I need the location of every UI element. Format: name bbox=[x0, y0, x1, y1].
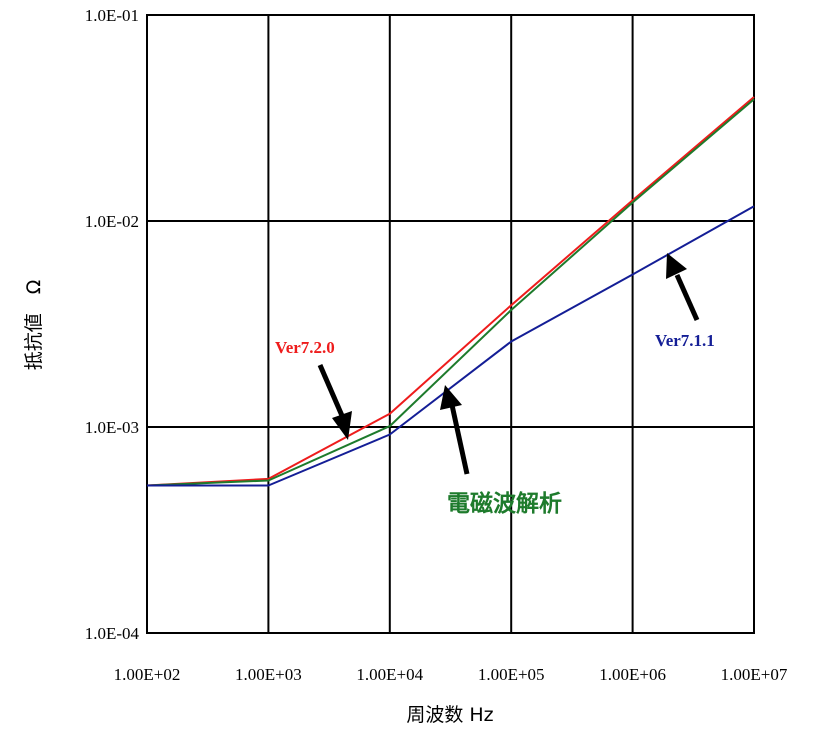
grid-lines bbox=[147, 15, 754, 633]
annotation-ver711: Ver7.1.1 bbox=[655, 331, 715, 350]
x-tick-label: 1.00E+05 bbox=[478, 665, 545, 684]
x-tick-label: 1.00E+04 bbox=[356, 665, 423, 684]
annotation-ver720: Ver7.2.0 bbox=[275, 338, 335, 357]
y-tick-label: 1.0E-01 bbox=[85, 6, 139, 25]
y-tick-label: 1.0E-03 bbox=[85, 418, 139, 437]
y-axis-ticks: 1.0E-04 1.0E-03 1.0E-02 1.0E-01 bbox=[85, 6, 140, 643]
y-tick-label: 1.0E-02 bbox=[85, 212, 139, 231]
series-line-2 bbox=[146, 98, 755, 487]
x-tick-label: 1.00E+07 bbox=[721, 665, 788, 684]
series-lines bbox=[146, 96, 755, 487]
series-line-3 bbox=[147, 205, 755, 487]
y-axis-title: 抵抗値 Ω bbox=[23, 280, 45, 371]
arrowhead-em-analysis bbox=[440, 385, 462, 410]
arrow-em-analysis bbox=[449, 404, 470, 475]
x-tick-label: 1.00E+03 bbox=[235, 665, 302, 684]
arrow-ver711 bbox=[674, 273, 700, 322]
x-tick-label: 1.00E+06 bbox=[599, 665, 666, 684]
x-tick-label: 1.00E+02 bbox=[114, 665, 181, 684]
annotation-em-analysis: 電磁波解析 bbox=[447, 490, 562, 517]
plot-area-frame bbox=[146, 14, 755, 634]
annotations: Ver7.2.0 電磁波解析 Ver7.1.1 bbox=[275, 253, 715, 517]
x-axis-ticks: 1.00E+02 1.00E+03 1.00E+04 1.00E+05 1.00E+06… bbox=[114, 665, 788, 684]
arrowhead-ver720 bbox=[332, 411, 352, 440]
y-tick-label: 1.0E-04 bbox=[85, 624, 140, 643]
arrowhead-ver711 bbox=[666, 253, 687, 279]
series-line-1 bbox=[146, 96, 755, 487]
x-axis-title: 周波数 Hz bbox=[406, 704, 493, 726]
arrow-ver720 bbox=[317, 364, 346, 419]
